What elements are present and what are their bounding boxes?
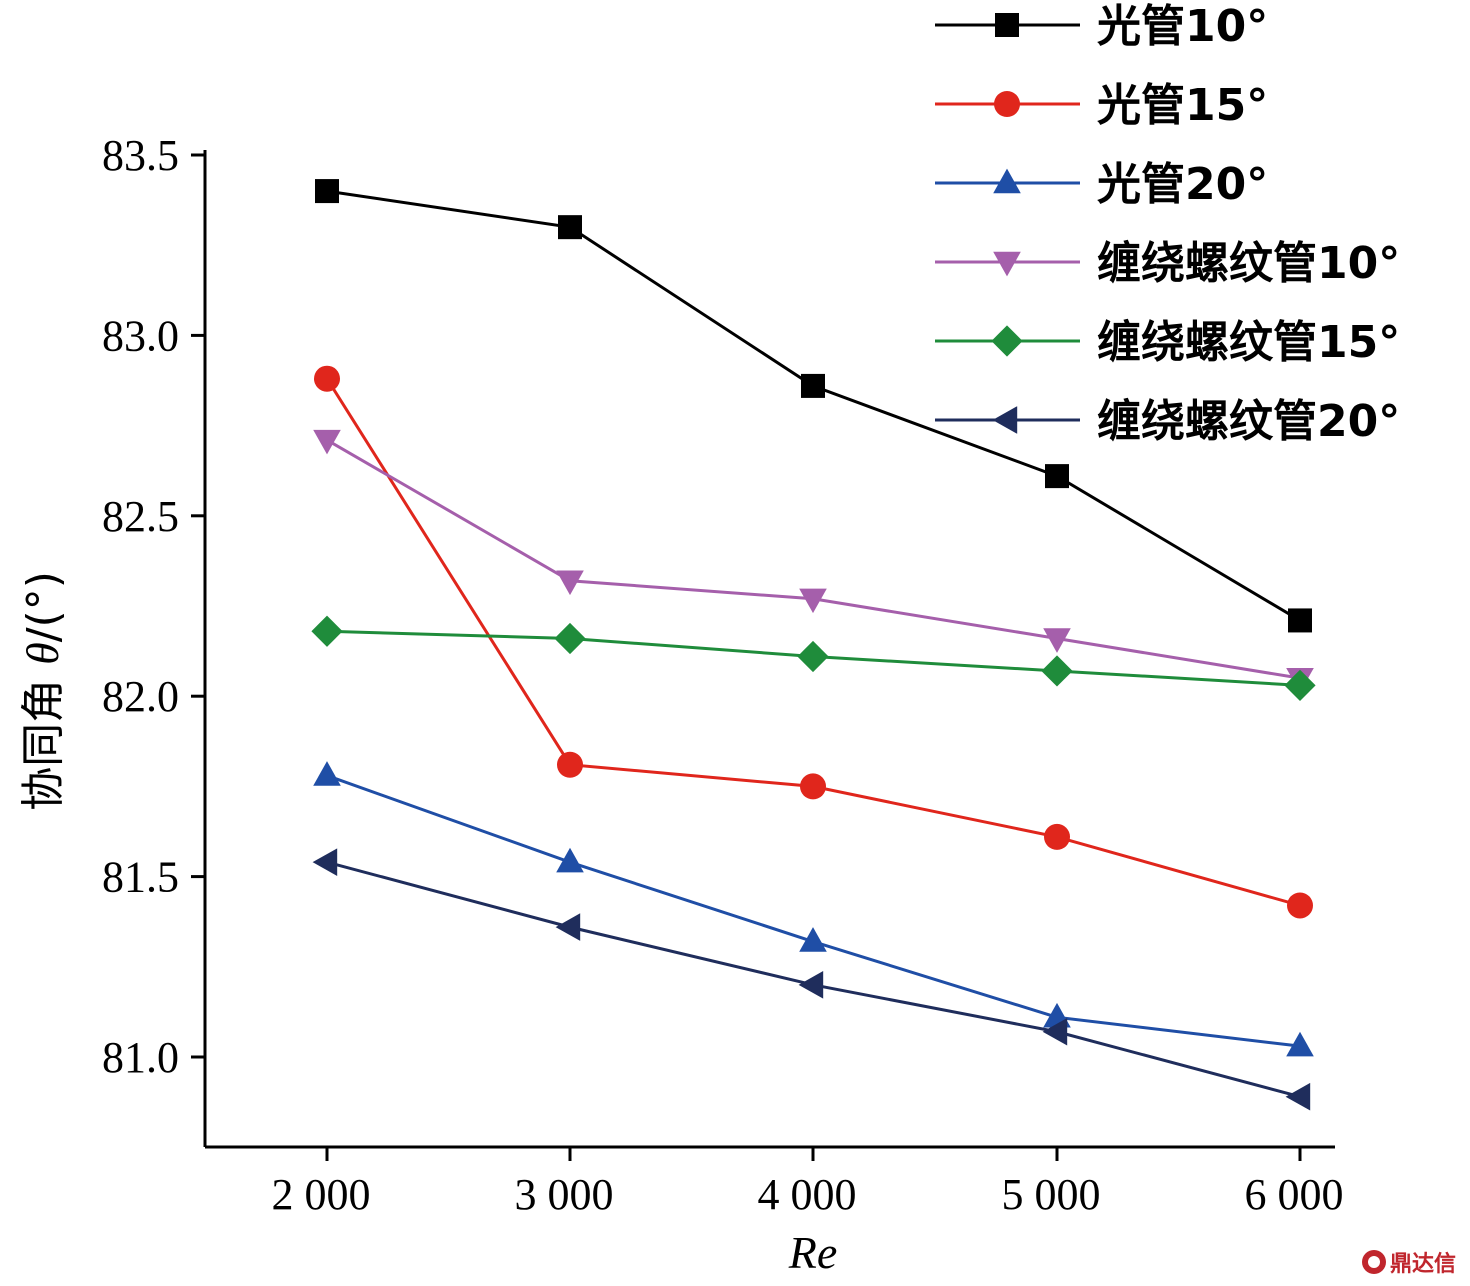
x-tick-label: 6 000 (1245, 1170, 1344, 1219)
marker-triangle-left (1042, 1017, 1068, 1046)
marker-diamond (797, 640, 829, 673)
marker-diamond (554, 622, 586, 655)
marker-triangle-up (556, 847, 584, 873)
axes: 81.0 81.5 82.0 82.5 83.0 83.5 2 000 3 000 4 000 5… (102, 131, 1344, 1219)
marker-triangle-left (312, 848, 338, 876)
series-3 (313, 761, 1314, 1057)
y-tick-label: 83.5 (102, 131, 179, 180)
marker-triangle-up (313, 761, 341, 786)
legend-item-1: 光管10° (935, 1, 1268, 52)
legend-item-2: 光管15° (935, 80, 1268, 131)
legend: 光管10° 光管15° 光管20° 缠绕螺纹管10° 缠绕螺纹管15° 缠绕螺纹管20° (935, 1, 1400, 447)
y-tick-label: 82.5 (102, 492, 179, 541)
marker-triangle-left (555, 913, 581, 941)
marker-triangle-left (992, 406, 1018, 434)
marker-circle (314, 365, 340, 392)
legend-label: 光管15° (1097, 80, 1268, 131)
marker-square (801, 373, 825, 398)
legend-item-6: 缠绕螺纹管20° (935, 396, 1400, 447)
marker-diamond (311, 615, 343, 647)
marker-diamond (991, 325, 1023, 357)
x-tick-label: 4 000 (758, 1170, 857, 1219)
marker-triangle-down (799, 588, 827, 614)
y-tick-label: 82.0 (102, 672, 179, 721)
marker-diamond (1041, 655, 1073, 687)
marker-circle (557, 751, 583, 778)
marker-square (1045, 464, 1069, 489)
series-6 (312, 848, 1311, 1111)
legend-label: 缠绕螺纹管10° (1097, 238, 1400, 289)
y-tick-label: 83.0 (102, 311, 179, 360)
marker-square (1288, 608, 1312, 633)
marker-square (558, 215, 582, 240)
marker-triangle-left (1285, 1082, 1311, 1111)
series-1 (315, 179, 1312, 633)
x-tick-label: 3 000 (515, 1170, 614, 1219)
marker-triangle-down (313, 429, 341, 455)
legend-label: 光管20° (1097, 159, 1268, 210)
legend-item-5: 缠绕螺纹管15° (935, 317, 1400, 368)
watermark-text: 鼎达信 (1389, 1252, 1456, 1277)
y-axis-title-suffix: /(°) (18, 571, 69, 642)
marker-triangle-up (799, 927, 827, 952)
marker-square (995, 13, 1019, 37)
marker-circle (1044, 823, 1070, 850)
watermark-logo-icon (1361, 1250, 1386, 1274)
x-tick-label: 5 000 (1002, 1170, 1101, 1219)
marker-triangle-down (1043, 628, 1071, 653)
marker-circle (800, 773, 826, 800)
series-5 (311, 615, 1316, 701)
y-tick-label: 81.5 (102, 853, 179, 902)
marker-triangle-down (993, 251, 1021, 277)
watermark: 鼎达信 (1361, 1246, 1456, 1278)
marker-triangle-up (993, 168, 1021, 194)
legend-label: 缠绕螺纹管20° (1097, 396, 1400, 447)
series-line (326, 774, 1301, 1048)
marker-triangle-left (798, 971, 824, 999)
legend-label: 缠绕螺纹管15° (1097, 317, 1400, 368)
y-axis-title-prefix: 协同角 (18, 665, 69, 811)
marker-circle (1287, 892, 1313, 919)
series-layer (311, 179, 1316, 1111)
marker-triangle-down (556, 570, 584, 596)
marker-square (315, 179, 339, 204)
legend-label: 光管10° (1097, 1, 1268, 52)
y-axis-title: 协同角 θ/(°) (17, 571, 69, 811)
y-tick-label: 81.0 (102, 1033, 179, 1082)
legend-item-4: 缠绕螺纹管10° (935, 238, 1400, 289)
marker-triangle-up (1286, 1031, 1314, 1057)
x-axis-title: Re (788, 1227, 838, 1278)
y-axis-title-symbol: θ (17, 642, 68, 665)
x-tick-label: 2 000 (272, 1170, 371, 1219)
marker-diamond (1284, 669, 1316, 701)
legend-item-3: 光管20° (935, 159, 1268, 210)
marker-circle (994, 91, 1020, 117)
